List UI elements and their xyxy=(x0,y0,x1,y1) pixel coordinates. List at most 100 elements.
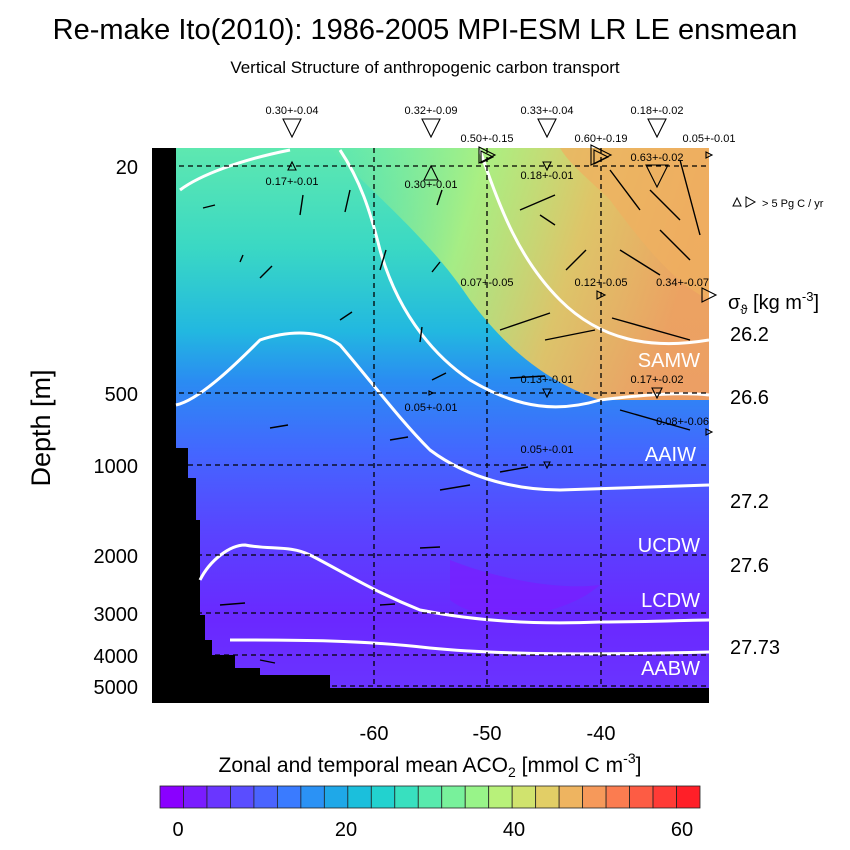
colorbar-swatch xyxy=(276,785,302,809)
down-triangle-icon xyxy=(651,387,663,400)
land-polygon xyxy=(152,148,709,703)
density-contours xyxy=(175,148,709,656)
density-tick-label: 27.6 xyxy=(730,555,769,577)
down-triangle-icon xyxy=(282,118,302,139)
colorbar-swatch xyxy=(206,785,231,809)
right-triangle-icon xyxy=(478,146,497,164)
ht-label: 0.05+-0.01 xyxy=(405,402,458,414)
vt-label: 0.17+-0.02 xyxy=(631,374,684,386)
down-triangle-icon xyxy=(543,461,551,470)
down-triangle-icon xyxy=(542,388,552,399)
water-mass-label: LCDW xyxy=(641,590,700,612)
right-triangle-icon xyxy=(593,149,610,165)
down-triangle-icon xyxy=(542,161,552,172)
right-triangle-icon xyxy=(705,151,714,159)
water-mass-label: SAMW xyxy=(638,350,700,372)
density-tick-label: 27.2 xyxy=(730,491,769,513)
colorbar-swatch xyxy=(441,785,466,809)
right-triangle-icon xyxy=(705,428,714,436)
ht-label: 0.34+-0.07 xyxy=(656,277,709,289)
colorbar-swatch xyxy=(159,785,184,809)
ht-label: 0.60+-0.19 xyxy=(575,133,628,145)
land-mask xyxy=(152,148,709,703)
vt-label: 0.30+-0.01 xyxy=(405,179,458,191)
colorbar xyxy=(159,785,701,809)
right-triangle-icon xyxy=(428,390,435,396)
colorbar-tick-label: 60 xyxy=(671,819,693,841)
colorbar-swatch xyxy=(535,785,560,809)
ht-label: 0.07+-0.05 xyxy=(461,277,514,289)
legend-note-text: > 5 Pg C / yr xyxy=(762,198,824,210)
up-triangle-icon xyxy=(423,164,439,181)
colorbar-tick-label: 0 xyxy=(172,819,183,841)
vt-label: 0.32+-0.09 xyxy=(405,105,458,117)
vt-label: 0.17+-0.01 xyxy=(266,176,319,188)
water-mass-labels: SAMW AAIW UCDW LCDW AABW xyxy=(638,350,700,680)
density-axis: σϑ [kg m-3] 26.2 26.6 27.2 27.6 27.73 xyxy=(728,289,819,659)
aco2-field xyxy=(152,148,709,703)
density-tick-label: 26.6 xyxy=(730,387,769,409)
grid-lines xyxy=(152,148,709,703)
transport-arrows xyxy=(202,159,701,664)
density-tick-label: 27.73 xyxy=(730,637,780,659)
y-tick-label: 2000 xyxy=(94,546,139,568)
colorbar-swatch xyxy=(394,785,419,809)
colorbar-swatch xyxy=(253,785,278,809)
x-tick-label: -60 xyxy=(360,723,389,745)
colorbar-swatch xyxy=(230,785,255,809)
colorbar-label: Zonal and temporal mean ACO2 [mmol C m-3… xyxy=(219,750,642,780)
transport-markers xyxy=(282,118,718,470)
colorbar-swatch xyxy=(676,785,701,809)
down-triangle-icon xyxy=(645,164,669,189)
vt-label: 0.30+-0.04 xyxy=(266,105,319,117)
y-tick-label: 500 xyxy=(105,384,138,406)
x-axis: -60 -50 -40 xyxy=(360,723,616,745)
right-triangle-icon xyxy=(701,287,718,303)
vt-label: 0.18+-0.02 xyxy=(631,105,684,117)
ht-label: 0.50+-0.15 xyxy=(461,133,514,145)
colorbar-swatch xyxy=(300,785,325,809)
colorbar-swatch xyxy=(323,785,349,809)
y-tick-label: 3000 xyxy=(94,604,139,626)
vt-label: 0.18+-0.01 xyxy=(521,170,574,182)
y-tick-label: 5000 xyxy=(94,677,139,699)
down-triangle-icon xyxy=(647,118,667,139)
x-tick-label: -40 xyxy=(587,723,616,745)
ht-label: 0.12+-0.05 xyxy=(575,277,628,289)
colorbar-swatch xyxy=(464,785,490,809)
right-triangle-icon xyxy=(596,290,607,300)
density-tick-label: 26.2 xyxy=(730,324,769,346)
vt-label: 0.63+-0.02 xyxy=(631,152,684,164)
colorbar-swatch xyxy=(652,785,677,809)
colorbar-tick-label: 20 xyxy=(335,819,357,841)
chart-subtitle: Vertical Structure of anthropogenic carb… xyxy=(230,58,620,77)
vt-label: 0.13+-0.01 xyxy=(521,374,574,386)
colorbar-swatch xyxy=(629,785,654,809)
right-triangle-icon xyxy=(745,196,757,208)
y-axis-label: Depth [m] xyxy=(26,369,56,486)
colorbar-swatch xyxy=(347,785,372,809)
ht-label: 0.08+-0.06 xyxy=(656,416,709,428)
y-tick-label: 1000 xyxy=(94,456,139,478)
colorbar-swatch xyxy=(582,785,607,809)
water-mass-label: UCDW xyxy=(638,535,700,557)
colorbar-swatch xyxy=(183,785,208,809)
up-triangle-icon xyxy=(287,160,297,171)
chart-title: Re-make Ito(2010): 1986-2005 MPI-ESM LR … xyxy=(52,14,798,46)
vt-label: 0.05+-0.01 xyxy=(521,444,574,456)
x-tick-label: -50 xyxy=(473,723,502,745)
colorbar-tick-label: 40 xyxy=(503,819,525,841)
ht-label: 0.05+-0.01 xyxy=(683,133,736,145)
water-mass-label: AABW xyxy=(641,658,700,680)
colorbar-swatch xyxy=(605,785,630,809)
colorbar-ticks: 0 20 40 60 xyxy=(172,819,693,841)
colorbar-swatch xyxy=(417,785,443,809)
colorbar-swatch xyxy=(511,785,537,809)
transport-values: 0.30+-0.04 0.32+-0.09 0.33+-0.04 0.18+-0… xyxy=(266,105,736,456)
colorbar-swatch xyxy=(370,785,396,809)
colorbar-swatch xyxy=(488,785,513,809)
down-triangle-icon xyxy=(421,118,441,139)
sigma-label: σϑ [kg m-3] xyxy=(728,289,819,317)
y-axis: 20 500 1000 2000 3000 4000 5000 xyxy=(94,157,139,699)
